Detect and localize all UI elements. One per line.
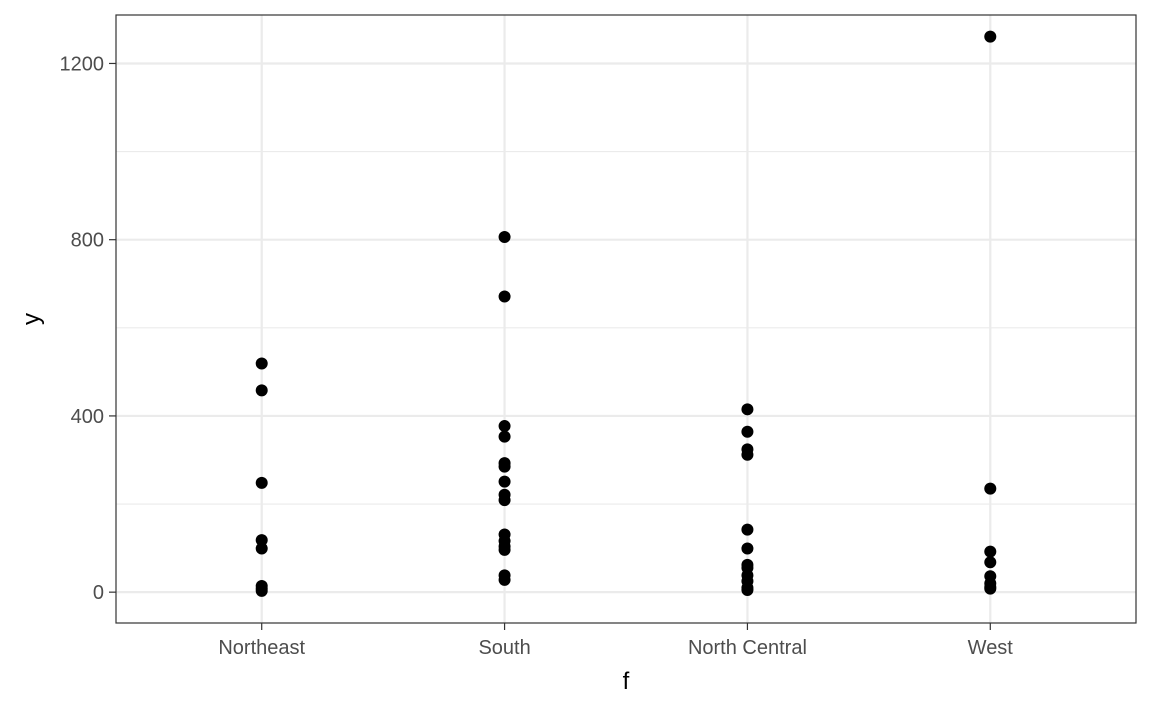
data-point bbox=[498, 573, 511, 586]
data-point bbox=[498, 543, 511, 556]
data-point bbox=[498, 290, 511, 303]
data-point bbox=[255, 384, 268, 397]
minor-gridlines bbox=[116, 151, 1136, 505]
panel-border bbox=[115, 14, 1137, 624]
x-axis: Northeast South North Central West bbox=[218, 623, 1013, 659]
data-point bbox=[255, 584, 268, 597]
data-point bbox=[984, 556, 997, 569]
major-gridlines bbox=[116, 15, 1136, 623]
data-points bbox=[255, 30, 997, 597]
data-point bbox=[984, 30, 997, 43]
data-point bbox=[255, 534, 268, 547]
data-point bbox=[741, 403, 754, 416]
x-tick-label: West bbox=[968, 637, 1014, 659]
y-axis-title: y bbox=[18, 313, 45, 325]
data-point bbox=[498, 494, 511, 507]
data-point bbox=[255, 357, 268, 370]
data-point bbox=[255, 476, 268, 489]
data-point bbox=[984, 482, 997, 495]
y-tick-label: 0 bbox=[93, 582, 104, 604]
data-point bbox=[741, 523, 754, 536]
data-point bbox=[498, 475, 511, 488]
data-point bbox=[498, 430, 511, 443]
x-axis-title: f bbox=[623, 668, 630, 695]
y-axis: 0 400 800 1200 bbox=[60, 53, 116, 604]
data-point bbox=[498, 460, 511, 473]
x-tick-label: South bbox=[478, 637, 530, 659]
y-tick-label: 400 bbox=[71, 406, 104, 428]
y-tick-label: 1200 bbox=[60, 53, 105, 75]
data-point bbox=[741, 448, 754, 461]
data-point bbox=[255, 542, 268, 555]
data-point bbox=[498, 420, 511, 433]
x-tick-label: North Central bbox=[688, 637, 807, 659]
data-point bbox=[741, 542, 754, 555]
data-point bbox=[741, 425, 754, 438]
data-point bbox=[741, 583, 754, 596]
data-point bbox=[498, 231, 511, 244]
data-point bbox=[984, 582, 997, 595]
panel-background bbox=[116, 15, 1136, 623]
y-tick-label: 800 bbox=[71, 230, 104, 252]
x-tick-label: Northeast bbox=[218, 637, 305, 659]
data-point bbox=[984, 545, 997, 558]
